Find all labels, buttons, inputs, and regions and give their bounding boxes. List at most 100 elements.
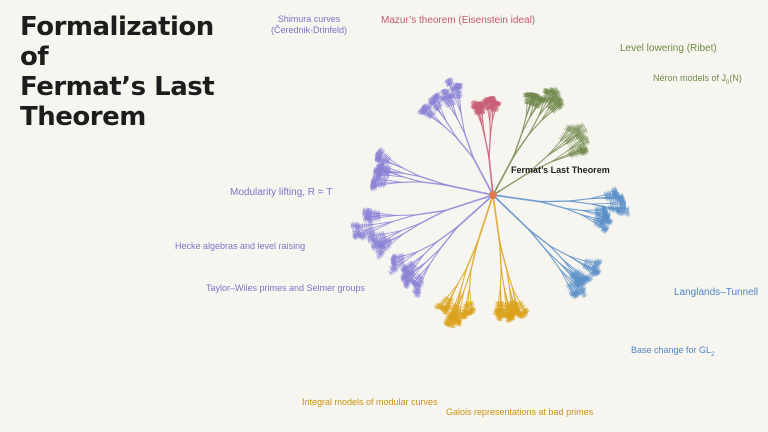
purple-branch-hecke-leaf-tick (375, 254, 380, 259)
purple-branch-modularity-leaf-tick (375, 162, 379, 168)
purple-branch-hecke-edge (381, 213, 397, 216)
purple-branch-hecke-leaf-tick (367, 227, 371, 233)
purple-branch-hecke-edge (419, 209, 447, 225)
green-branch-level-lowering-edge (529, 108, 537, 119)
purple-branch-hecke-leaf-tick (371, 242, 375, 248)
purple-branch-shimura-leaf-tick (450, 103, 456, 105)
purple-branch-taylor-wiles-leaf-tick (411, 291, 417, 295)
purple-branch-modularity-leaf-tick (379, 148, 383, 153)
purple-branch-hecke-leaf-tick (375, 248, 379, 254)
purple-branch-hecke-leaf-tick (358, 228, 360, 234)
purple-branch-shimura-leaf-tick (448, 79, 454, 81)
purple-branch-shimura-leaf-tick (430, 111, 435, 115)
purple-branch-shimura-leaf-tick (431, 113, 437, 117)
purple-branch-hecke-edge (376, 233, 388, 235)
purple-branch-hecke-leaf-tick (366, 238, 370, 244)
purple-branch-modularity-edge (419, 175, 447, 186)
purple-branch-shimura-leaf-tick (447, 79, 453, 83)
purple-branch-hecke-edge (361, 223, 376, 226)
purple-branch-modularity-edge (445, 184, 487, 195)
purple-branch-hecke-leaf-tick (375, 212, 377, 218)
purple-branch-modularity-leaf-tick (379, 156, 382, 163)
purple-branch-modularity-leaf-tick (373, 177, 375, 183)
red-branch-mazur-edge (488, 156, 494, 188)
purple-branch-hecke-leaf-tick (377, 210, 379, 216)
purple-branch-hecke-leaf-tick (362, 223, 364, 229)
purple-branch-shimura-leaf-tick (430, 111, 435, 116)
purple-branch-modularity-edge (386, 181, 403, 184)
red-branch-mazur-edge (484, 136, 490, 158)
purple-branch-shimura-edge (459, 99, 462, 115)
purple-branch-hecke-leaf-tick (376, 210, 378, 216)
purple-branch-hecke-leaf-tick (376, 232, 378, 239)
purple-branch-hecke-leaf-tick (381, 234, 384, 241)
purple-branch-hecke-leaf-tick (370, 243, 374, 249)
purple-branch-hecke-leaf-tick (362, 217, 364, 223)
purple-branch-modularity-leaf-tick (386, 155, 391, 160)
purple-branch-hecke-leaf-tick (370, 246, 375, 252)
purple-branch-hecke-edge (395, 214, 416, 217)
green-branch-level-lowering-edge (513, 132, 531, 157)
purple-branch-shimura-leaf-tick (427, 107, 433, 111)
purple-branch-shimura-leaf-tick (448, 81, 455, 84)
purple-branch-shimura-leaf-tick (435, 106, 441, 110)
purple-branch-shimura-leaf-tick (446, 77, 452, 80)
purple-branch-hecke-edge (391, 233, 405, 244)
purple-branch-hecke-leaf-tick (378, 241, 382, 247)
purple-branch-shimura-leaf-tick (437, 103, 443, 106)
purple-branch-shimura-leaf-tick (444, 89, 450, 92)
purple-branch-modularity-leaf-tick (374, 167, 377, 173)
purple-branch-shimura-leaf-tick (456, 92, 462, 94)
purple-branch-hecke-edge (391, 233, 405, 240)
purple-branch-hecke-leaf-tick (352, 235, 355, 241)
purple-branch-taylor-wiles-leaf-tick (412, 289, 418, 293)
purple-branch-hecke-leaf-tick (370, 241, 374, 248)
purple-branch-taylor-wiles-leaf-tick (411, 290, 417, 294)
purple-branch-shimura-edge (446, 100, 451, 109)
purple-branch-taylor-wiles-leaf-tick (402, 252, 405, 259)
purple-branch-modularity-leaf-tick (370, 178, 372, 185)
purple-branch-hecke-edge (403, 222, 421, 235)
purple-branch-taylor-wiles-edge (439, 226, 458, 250)
purple-branch-hecke-edge (375, 233, 388, 238)
purple-branch-hecke-leaf-tick (353, 221, 355, 227)
purple-branch-hecke-leaf-tick (363, 207, 366, 213)
page-title: Formalization of Fermat’s Last Theorem (20, 12, 250, 132)
purple-branch-modularity-edge (420, 181, 447, 186)
purple-branch-shimura-leaf-tick (450, 104, 456, 106)
purple-branch-taylor-wiles-leaf-tick (414, 296, 420, 299)
purple-branch-modularity-leaf-tick (376, 165, 379, 171)
purple-branch-shimura-leaf-tick (435, 92, 441, 94)
purple-branch-shimura-leaf-tick (444, 90, 450, 92)
purple-branch-modularity-leaf-tick (388, 172, 390, 178)
purple-branch-shimura-leaf-tick (435, 95, 442, 97)
purple-branch-shimura-edge (460, 113, 466, 135)
purple-branch-hecke-leaf-tick (362, 227, 364, 233)
purple-branch-hecke-leaf-tick (352, 231, 355, 238)
purple-branch-shimura-edge (434, 116, 444, 126)
purple-branch-shimura-leaf-tick (428, 109, 434, 113)
purple-branch-hecke-leaf-tick (363, 229, 367, 235)
purple-branch-shimura-leaf-tick (423, 103, 428, 108)
purple-branch-hecke-leaf-tick (361, 230, 365, 236)
purple-branch-modularity-leaf-tick (385, 154, 390, 159)
purple-branch-shimura-leaf-tick (442, 88, 448, 91)
purple-branch-hecke-leaf-tick (362, 207, 364, 213)
purple-branch-modularity-edge (388, 180, 403, 183)
purple-branch-modularity-leaf-tick (378, 147, 382, 153)
purple-branch-shimura-leaf-tick (435, 107, 441, 110)
purple-branch-taylor-wiles-leaf-tick (413, 288, 418, 293)
purple-branch-hecke-leaf-tick (379, 232, 381, 238)
purple-branch-hecke-edge (351, 223, 362, 226)
purple-branch-modularity-edge (391, 160, 404, 169)
purple-branch-modularity-leaf-tick (380, 152, 384, 157)
purple-branch-hecke-leaf-tick (382, 234, 385, 240)
purple-branch-hecke-leaf-tick (370, 208, 373, 214)
purple-branch-hecke-edge (362, 226, 376, 231)
purple-branch-taylor-wiles-leaf-tick (411, 292, 417, 296)
purple-branch-hecke-leaf-tick (357, 228, 359, 234)
purple-branch-shimura-leaf-tick (435, 94, 441, 96)
purple-branch-hecke-leaf-tick (364, 207, 367, 214)
purple-branch-shimura-edge (445, 120, 457, 138)
